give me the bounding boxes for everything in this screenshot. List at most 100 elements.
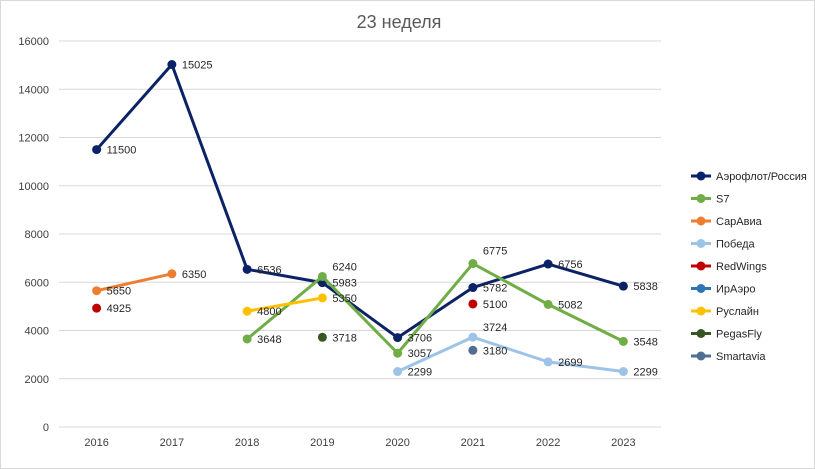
y-tick-label: 14000	[18, 84, 49, 96]
data-label: 3718	[332, 332, 356, 344]
data-label: 6240	[332, 261, 356, 273]
y-tick-label: 12000	[18, 133, 49, 145]
data-point	[468, 332, 478, 342]
data-label: 5350	[332, 293, 356, 305]
data-point	[242, 264, 252, 274]
series-6	[242, 293, 327, 316]
legend-label: ИрАэро	[716, 284, 755, 296]
data-label: 2699	[558, 357, 582, 369]
data-point	[317, 293, 327, 303]
legend-marker	[696, 306, 706, 316]
series-3	[393, 332, 628, 377]
legend-label: Smartavia	[716, 351, 766, 363]
data-label: 6775	[483, 246, 507, 258]
data-label: 3548	[633, 336, 657, 348]
data-label: 3706	[408, 333, 432, 345]
data-point	[468, 259, 478, 269]
x-tick-label: 2022	[536, 437, 560, 449]
y-tick-label: 2000	[25, 374, 49, 386]
legend-marker	[696, 239, 706, 248]
data-label: 5782	[483, 283, 507, 295]
series-line-segment	[320, 281, 400, 340]
data-point	[468, 299, 478, 309]
data-label: 4925	[107, 303, 131, 315]
legend-marker	[696, 216, 706, 226]
y-tick-label: 6000	[25, 277, 49, 289]
data-point	[393, 333, 403, 343]
data-label: 3648	[257, 334, 281, 346]
y-tick-label: 10000	[18, 181, 49, 193]
series-line-segment	[245, 296, 324, 313]
series-8	[468, 345, 478, 355]
data-point	[543, 259, 553, 269]
series-line-segment	[320, 274, 400, 355]
data-label: 6756	[558, 259, 582, 271]
series-line-segment	[396, 262, 475, 355]
legend-item: Smartavia	[691, 351, 766, 363]
data-point	[92, 303, 102, 313]
data-label: 6350	[182, 269, 206, 281]
data-point	[167, 60, 177, 70]
series-plot-area	[92, 60, 628, 377]
data-point	[618, 367, 628, 377]
series-line-segment	[546, 360, 625, 374]
series-line-segment	[396, 286, 475, 340]
series-4	[92, 299, 478, 313]
legend-label: S7	[716, 194, 729, 206]
data-label: 3724	[483, 322, 507, 334]
legend-item: Победа	[691, 239, 755, 251]
y-tick-label: 4000	[25, 326, 49, 338]
data-label: 15025	[182, 60, 213, 72]
data-label: 5650	[107, 286, 131, 298]
gridlines	[59, 40, 661, 428]
chart-title: 23 неделя	[357, 12, 442, 32]
data-label: 5983	[332, 278, 356, 290]
y-axis-tick-labels: 0 2000 4000 6000 8000 10000 12000 14000 16000	[18, 36, 49, 434]
series-line-segment	[95, 63, 174, 152]
data-label: 3057	[408, 348, 432, 360]
data-point	[393, 348, 403, 358]
data-point	[618, 336, 628, 346]
legend-marker	[696, 171, 706, 181]
data-point	[92, 145, 102, 155]
y-tick-label: 8000	[25, 229, 49, 241]
series-line-segment	[546, 302, 625, 343]
series-line-segment	[471, 262, 550, 306]
series-line-segment	[546, 262, 625, 288]
data-point	[242, 334, 252, 344]
x-tick-label: 2016	[84, 437, 108, 449]
x-tick-label: 2021	[461, 437, 485, 449]
series-0	[92, 60, 628, 343]
series-line-segment	[471, 262, 550, 290]
legend-marker	[696, 329, 706, 338]
series-line-segment	[170, 63, 249, 271]
data-point	[92, 286, 102, 296]
legend-marker	[696, 351, 706, 361]
legend-item: Руслайн	[691, 306, 759, 318]
data-label: 2299	[408, 367, 432, 379]
x-tick-label: 2020	[385, 437, 409, 449]
legend-label: СарАвиа	[716, 216, 763, 228]
legend-item: PegasFly	[691, 329, 762, 341]
legend-item: S7	[691, 194, 729, 206]
data-point	[543, 299, 553, 309]
legend-item: RedWings	[691, 261, 767, 273]
data-point	[393, 367, 403, 377]
legend-marker	[696, 261, 706, 271]
data-label: 4800	[257, 306, 281, 318]
data-point	[468, 345, 478, 355]
legend-label: RedWings	[716, 261, 767, 273]
series-7	[317, 332, 327, 342]
legend-label: PegasFly	[716, 329, 762, 341]
data-label: 6536	[257, 264, 281, 276]
data-point	[242, 306, 252, 316]
x-tick-label: 2023	[611, 437, 635, 449]
series-line-segment	[471, 335, 550, 364]
legend: Аэрофлот/Россия S7 СарАвиа Победа RedWings Ир…	[691, 171, 807, 363]
legend-item: Аэрофлот/Россия	[691, 171, 807, 183]
x-tick-label: 2019	[310, 437, 334, 449]
data-label: 5082	[558, 299, 582, 311]
x-tick-label: 2017	[160, 437, 184, 449]
series-2	[92, 269, 177, 296]
